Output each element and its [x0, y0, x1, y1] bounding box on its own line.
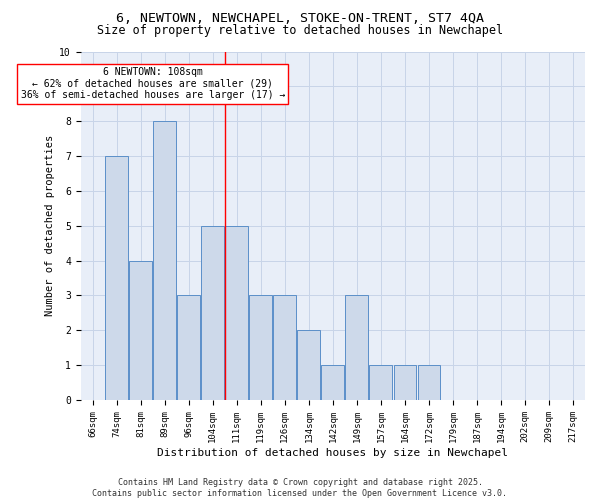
- Y-axis label: Number of detached properties: Number of detached properties: [45, 135, 55, 316]
- Bar: [106, 156, 128, 400]
- Bar: [394, 365, 416, 400]
- Bar: [154, 121, 176, 400]
- Text: Contains HM Land Registry data © Crown copyright and database right 2025.
Contai: Contains HM Land Registry data © Crown c…: [92, 478, 508, 498]
- Bar: [178, 296, 200, 400]
- Bar: [130, 260, 152, 400]
- Bar: [370, 365, 392, 400]
- Text: 6 NEWTOWN: 108sqm
← 62% of detached houses are smaller (29)
36% of semi-detached: 6 NEWTOWN: 108sqm ← 62% of detached hous…: [20, 67, 285, 100]
- X-axis label: Distribution of detached houses by size in Newchapel: Distribution of detached houses by size …: [157, 448, 508, 458]
- Bar: [274, 296, 296, 400]
- Bar: [298, 330, 320, 400]
- Text: 6, NEWTOWN, NEWCHAPEL, STOKE-ON-TRENT, ST7 4QA: 6, NEWTOWN, NEWCHAPEL, STOKE-ON-TRENT, S…: [116, 12, 484, 26]
- Bar: [250, 296, 272, 400]
- Bar: [226, 226, 248, 400]
- Bar: [202, 226, 224, 400]
- Bar: [418, 365, 440, 400]
- Bar: [346, 296, 368, 400]
- Text: Size of property relative to detached houses in Newchapel: Size of property relative to detached ho…: [97, 24, 503, 37]
- Bar: [322, 365, 344, 400]
